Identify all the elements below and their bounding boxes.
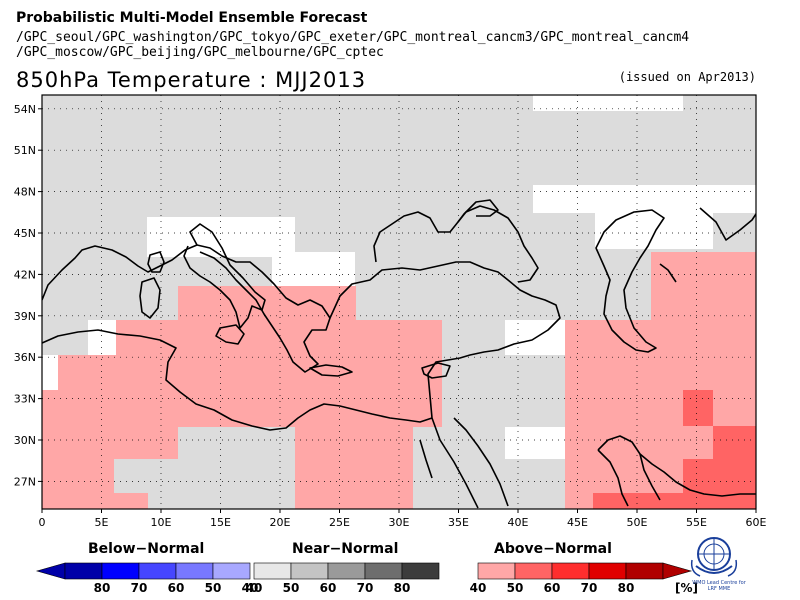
legend-label: 50 [507,581,524,595]
legend-label: 80 [394,581,411,595]
legend-label: 60 [544,581,561,595]
lat-label: 45N [14,227,36,240]
legend-swatch [551,562,590,580]
lon-label: 60E [746,516,767,529]
below-normal-legend: 80 70 60 50 40 [35,562,259,595]
white-regions [42,95,756,459]
lon-label: 55E [686,516,707,529]
legend-swatch [212,562,251,580]
coastlines [42,199,756,509]
legend-label: 70 [131,581,148,595]
legend-swatch [101,562,140,580]
legend-label: 50 [205,581,222,595]
legend-unit: [%] [675,581,698,595]
model-list-line-2: /GPC_moscow/GPC_beijing/GPC_melbourne/GP… [16,45,384,60]
model-list-line-1: /GPC_seoul/GPC_washington/GPC_tokyo/GPC_… [16,30,690,45]
above-normal-legend: 40 50 60 70 80 [%] [470,562,698,595]
below-normal-title: Below−Normal [88,541,205,557]
legend-swatch [477,562,516,580]
lon-label: 45E [567,516,588,529]
legend-swatch [588,562,627,580]
lon-label: 25E [329,516,350,529]
near-normal-title: Near−Normal [292,541,399,557]
lon-label: 40E [508,516,529,529]
legend-label: 50 [283,581,300,595]
wmo-logo-icon [690,537,738,577]
lat-label: 48N [14,186,36,199]
lon-label: 20E [270,516,291,529]
lat-lon-grid [42,95,756,509]
legend-swatch [64,562,103,580]
lat-label: 30N [14,434,36,447]
lon-label: 10E [151,516,172,529]
legend-arrow [662,562,693,580]
lon-label: 50E [627,516,648,529]
legend-label: 80 [618,581,635,595]
legend-swatch [138,562,177,580]
legend-label: 40 [470,581,487,595]
near-normal-legend: 40 50 60 70 80 [246,562,440,595]
legend-label: 70 [357,581,374,595]
lat-label: 54N [14,103,36,116]
lon-label: 35E [448,516,469,529]
map-title: 850hPa Temperature : MJJ2013 [16,68,367,92]
lat-label: 39N [14,310,36,323]
issued-date: (issued on Apr2013) [618,70,756,84]
lon-label: 15E [210,516,231,529]
legend-label: 80 [94,581,111,595]
above-normal-title: Above−Normal [494,541,612,557]
legend-swatch [514,562,553,580]
latitude-labels: 54N 51N 48N 45N 42N 39N 36N 33N 30N 27N [14,103,36,489]
lat-label: 51N [14,144,36,157]
product-title: Probabilistic Multi-Model Ensemble Forec… [16,10,368,26]
legend-swatch [327,562,366,580]
lat-label: 27N [14,475,36,488]
lat-label: 42N [14,268,36,281]
above-normal-50-region [593,390,756,509]
lon-label: 5E [95,516,109,529]
legend-label: 60 [320,581,337,595]
wmo-logo-text: WMO Lead Centre for LRF MME [692,580,746,592]
legend-swatch [625,562,664,580]
legend-label: 60 [168,581,185,595]
legend-swatch [290,562,329,580]
legend-swatch [401,562,440,580]
legend-swatch [175,562,214,580]
legend-label: 70 [581,581,598,595]
legend-arrow [35,562,66,580]
legend-swatch [253,562,292,580]
lon-label: 30E [389,516,410,529]
lat-label: 36N [14,351,36,364]
legend-swatch [364,562,403,580]
legend-label: 40 [246,581,263,595]
legend-label: 40 [242,581,259,595]
lon-label: 0 [39,516,46,529]
longitude-labels: 0 5E 10E 15E 20E 25E 30E 35E 40E 45E 50E 55E 60E [39,516,767,529]
lat-label: 33N [14,393,36,406]
